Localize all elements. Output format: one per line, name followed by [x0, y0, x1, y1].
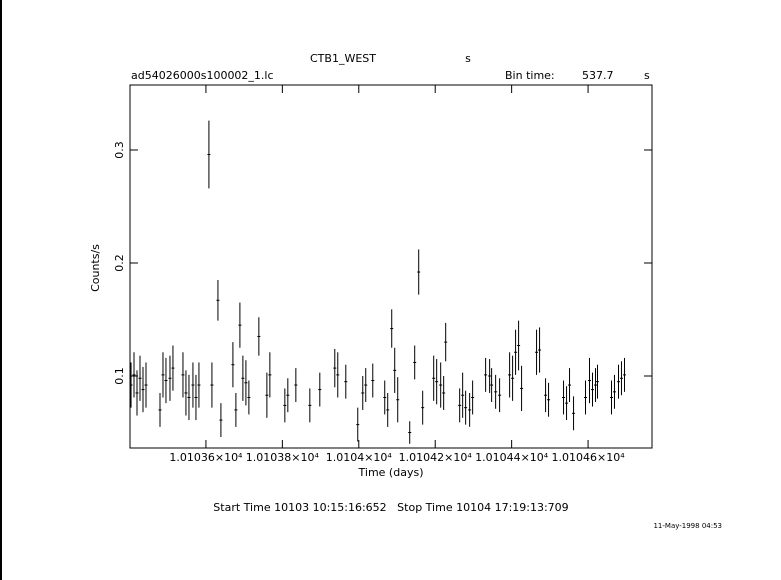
title-unit: s — [465, 52, 471, 65]
y-tick-label: 0.2 — [113, 254, 126, 272]
chart-title: CTB1_WEST — [310, 52, 376, 65]
bin-time-label: Bin time: — [505, 69, 555, 82]
time-range: Start Time 10103 10:15:16:652 Stop Time … — [213, 501, 568, 514]
file-name: ad54026000s100002_1.lc — [131, 69, 274, 82]
y-axis-label: Counts/s — [89, 244, 102, 292]
x-axis-label: Time (days) — [358, 466, 424, 479]
x-tick-label: 1.01038×10⁴ — [246, 451, 320, 464]
x-tick-label: 1.01042×10⁴ — [399, 451, 473, 464]
bin-time-unit: s — [644, 69, 650, 82]
x-tick-label: 1.01046×10⁴ — [552, 451, 626, 464]
plot-frame — [129, 84, 653, 449]
x-tick-label: 1.01044×10⁴ — [475, 451, 549, 464]
y-tick-label: 0.3 — [113, 141, 126, 159]
bin-time: 537.7 — [582, 69, 614, 82]
date-stamp: 11-May-1998 04:53 — [653, 522, 722, 530]
x-tick-label: 1.01036×10⁴ — [169, 451, 243, 464]
x-tick-label: 1.0104×10⁴ — [326, 451, 393, 464]
y-tick-label: 0.1 — [113, 367, 126, 385]
